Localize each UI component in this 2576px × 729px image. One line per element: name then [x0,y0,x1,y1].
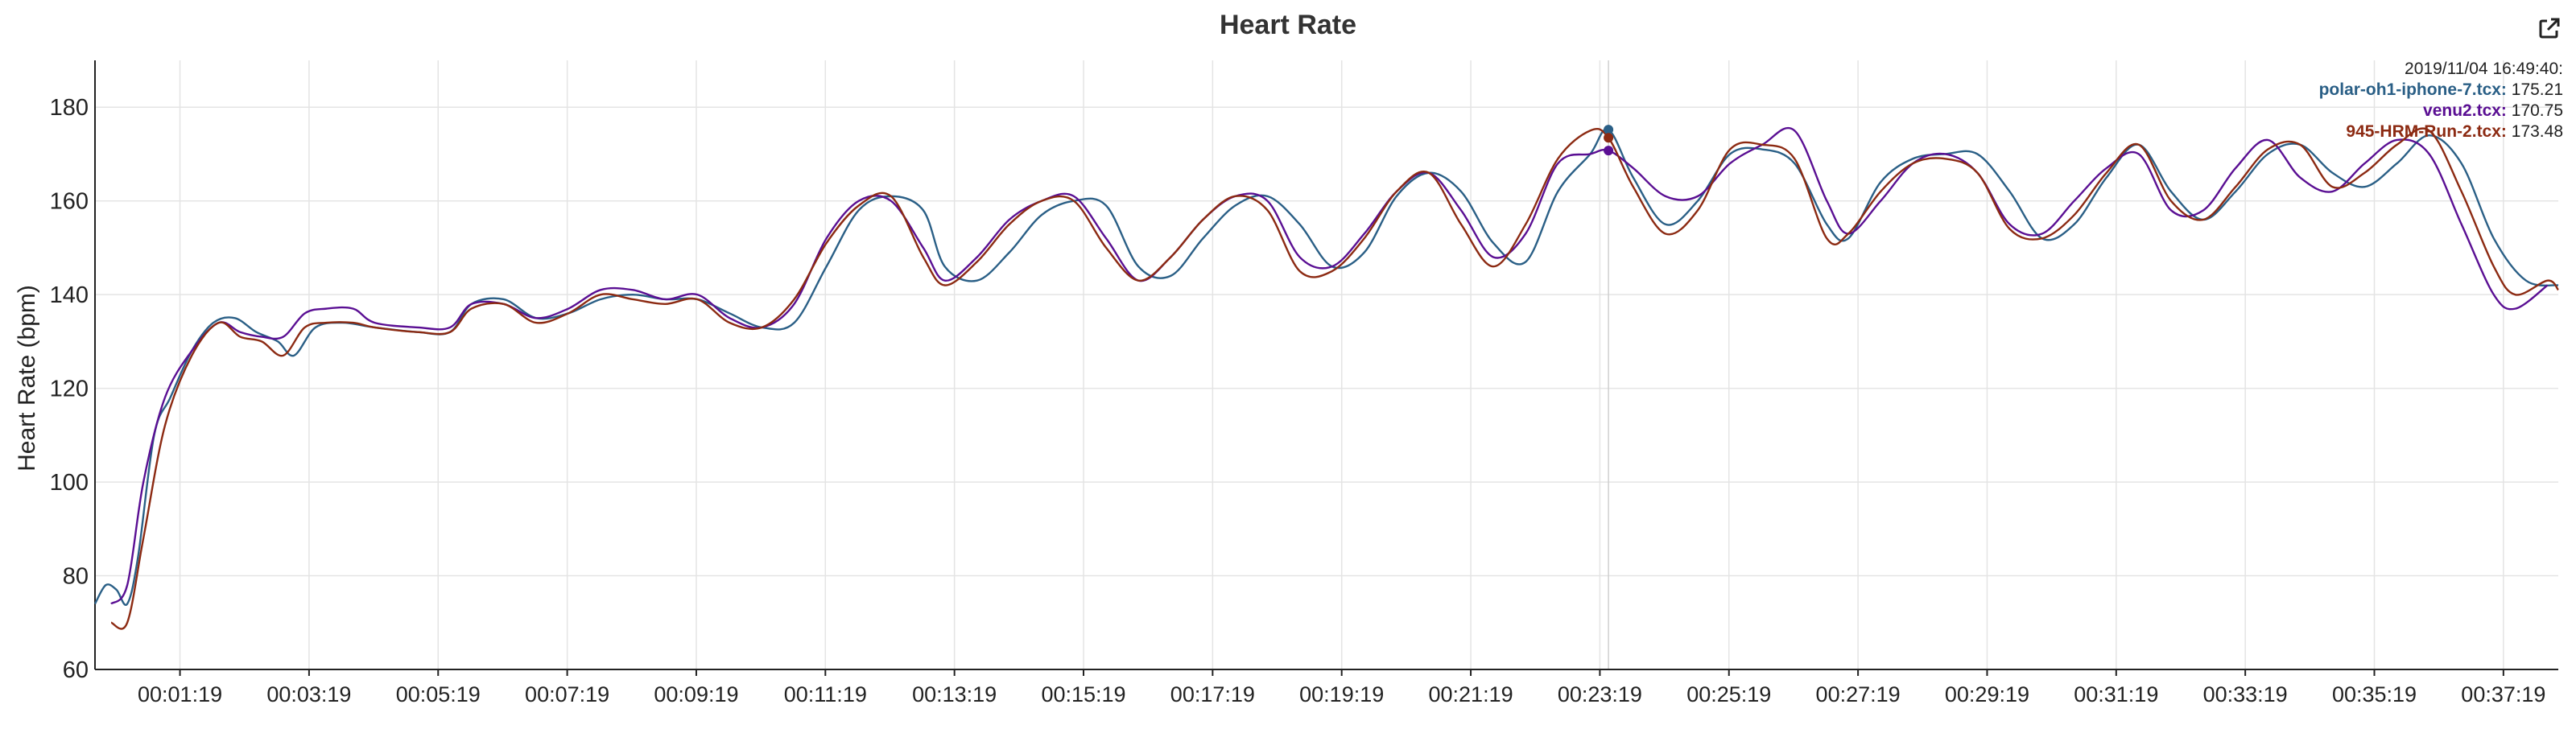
y-tick-label: 120 [50,377,89,402]
x-tick-label: 00:17:19 [1170,682,1255,706]
x-tick-label: 00:01:19 [138,682,222,706]
grid [95,60,2558,670]
chart-title: Heart Rate [1219,10,1357,40]
x-tick-label: 00:25:19 [1686,682,1771,706]
external-link-icon[interactable] [2537,16,2562,40]
x-tick-label: 00:07:19 [525,682,609,706]
axes [94,60,2558,676]
y-tick-label: 180 [50,95,89,121]
hover-markers [1604,125,1614,156]
tooltip-row-venu2: venu2.tcx: 170.75 [2319,101,2563,122]
y-tick-labels: 60 80 100 120 140 160 180 [50,95,89,683]
tooltip-row-polar: polar-oh1-iphone-7.tcx: 175.21 [2319,80,2563,101]
x-tick-label: 00:11:19 [784,682,867,706]
tooltip-header: 2019/11/04 16:49:40: [2405,60,2563,78]
x-tick-label: 00:03:19 [266,682,351,706]
tooltip-row-945: 945-HRM-Run-2.tcx: 173.48 [2319,122,2563,142]
tooltip-value: 170.75 [2511,101,2563,120]
x-tick-label: 00:21:19 [1429,682,1513,706]
hover-tooltip: 2019/11/04 16:49:40: polar-oh1-iphone-7.… [2319,59,2563,142]
x-tick-label: 00:05:19 [396,682,481,706]
y-tick-label: 160 [50,189,89,215]
x-tick-label: 00:19:19 [1299,682,1384,706]
x-tick-label: 00:23:19 [1558,682,1642,706]
tooltip-value: 173.48 [2511,122,2563,141]
tooltip-series-name: venu2.tcx: [2423,101,2507,120]
x-tick-label: 00:13:19 [912,682,997,706]
hover-marker-2 [1604,146,1614,156]
x-tick-label: 00:29:19 [1945,682,2029,706]
y-tick-label: 140 [50,282,89,308]
series-line-3 [110,127,2559,630]
x-tick-label: 00:31:19 [2074,682,2158,706]
y-tick-label: 80 [63,564,89,590]
x-tick-label: 00:33:19 [2203,682,2288,706]
series-line-2 [110,127,2549,605]
hover-marker-3 [1604,133,1614,143]
tooltip-value: 175.21 [2511,80,2563,99]
x-tick-label: 00:27:19 [1816,682,1901,706]
series-lines [93,127,2559,630]
x-tick-label: 00:09:19 [654,682,738,706]
tooltip-series-name: polar-oh1-iphone-7.tcx: [2318,80,2507,99]
x-tick-labels: 00:01:19 00:03:19 00:05:19 00:07:19 00:09:19… [138,682,2545,706]
tooltip-series-name: 945-HRM-Run-2.tcx: [2346,122,2507,141]
x-tick-label: 00:35:19 [2332,682,2417,706]
x-tick-label: 00:15:19 [1041,682,1125,706]
y-tick-label: 100 [50,470,89,496]
x-tick-label: 00:37:19 [2461,682,2545,706]
y-tick-label: 60 [63,657,89,683]
hover-marker-1 [1604,125,1614,135]
